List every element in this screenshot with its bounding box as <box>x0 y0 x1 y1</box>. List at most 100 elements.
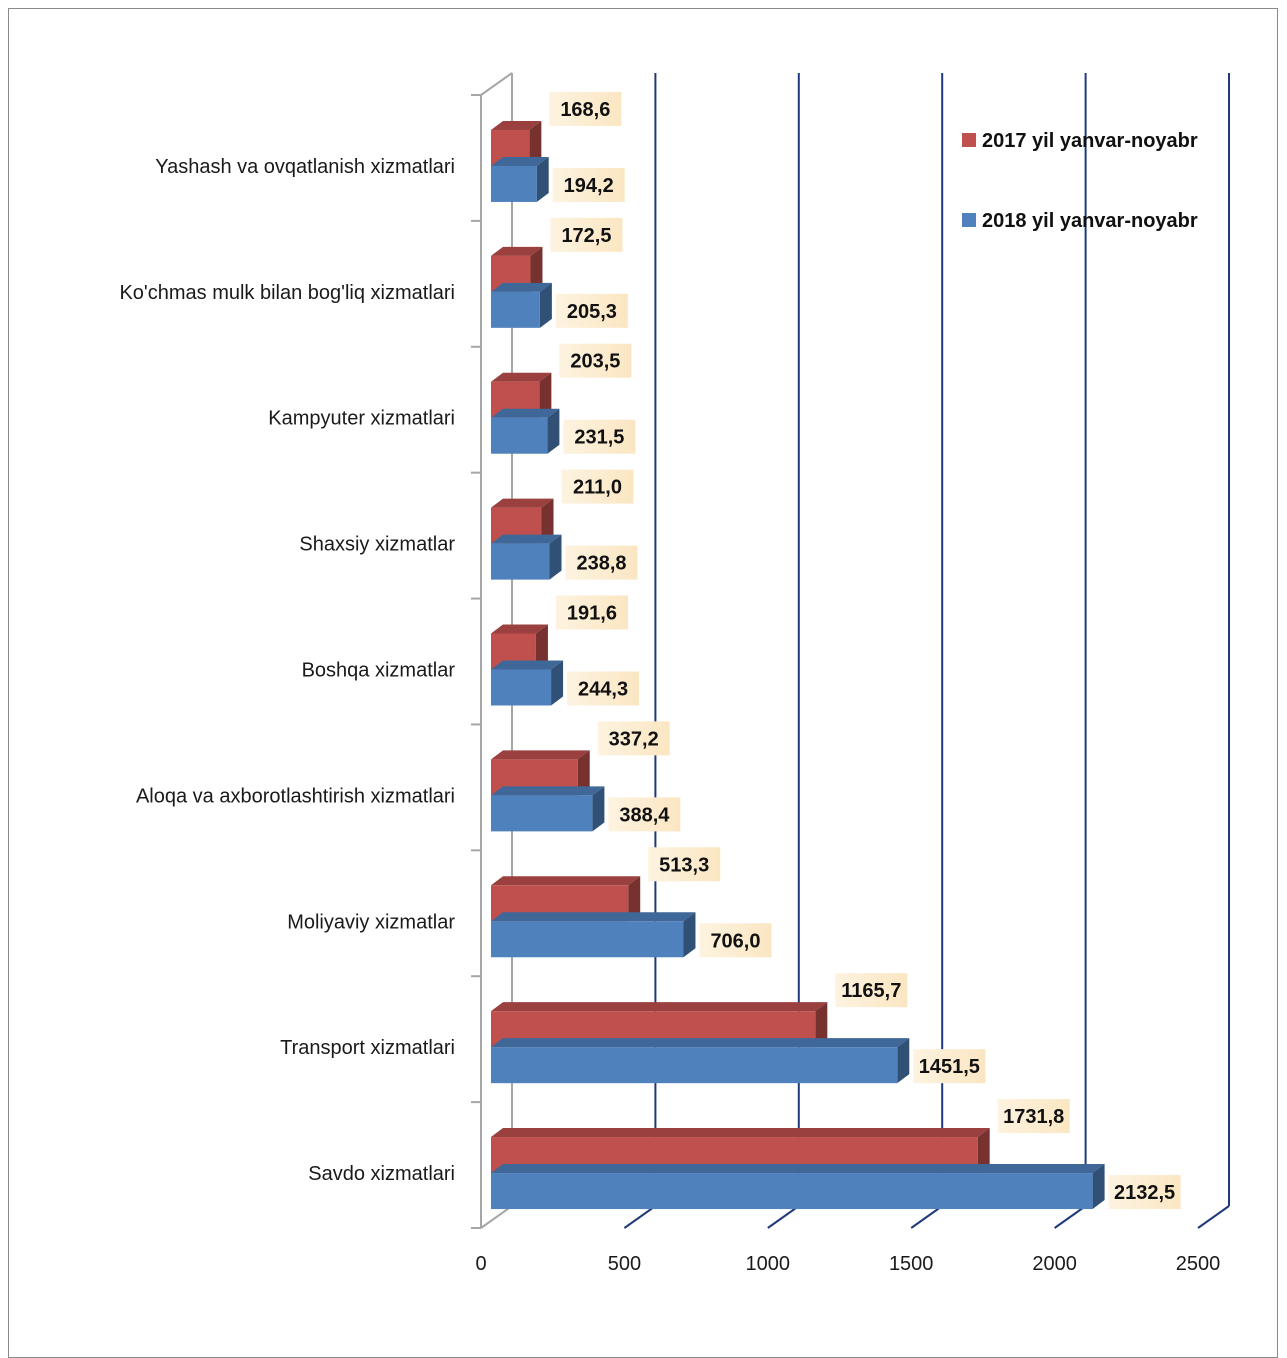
bar-top-face <box>491 120 542 130</box>
bar-side-face <box>628 876 641 922</box>
bar-side-face <box>815 1002 828 1048</box>
bar-top-face <box>491 660 564 670</box>
bar-side-face <box>539 372 552 418</box>
bar-top-face <box>491 1002 828 1012</box>
x-tick-labels: 0 500 1000 1500 2000 2500 <box>475 1253 1220 1275</box>
bar-side-face <box>535 624 548 670</box>
x-tick-label: 1500 <box>889 1253 934 1275</box>
legend-swatch <box>962 213 976 227</box>
category-label: Boshqa xizmatlar <box>302 660 456 682</box>
data-label: 211,0 <box>573 477 622 499</box>
category-label: Ko'chmas mulk bilan bog'liq xizmatlari <box>119 282 455 304</box>
bar <box>491 1164 1105 1210</box>
bar <box>491 912 696 958</box>
bar-side-face <box>530 246 543 292</box>
floor-gridline <box>1054 1205 1087 1229</box>
data-labels: 168,6 194,2 172,5 205,3 203,5 231,5 211,0 238,8… <box>549 91 1181 1210</box>
data-label-box <box>555 293 628 328</box>
category-label: Kampyuter xizmatlari <box>268 408 455 430</box>
x-tick-label: 0 <box>475 1253 486 1275</box>
bar-top-face <box>491 786 605 796</box>
data-label-box <box>835 973 908 1008</box>
bar-top-face <box>491 912 696 922</box>
category-label: Aloqa va axborotlashtirish xizmatlari <box>136 785 455 807</box>
bar-side-face <box>592 786 605 832</box>
bar-top-face <box>491 282 552 292</box>
data-label-box <box>567 671 640 706</box>
bar-top-face <box>491 534 562 544</box>
data-label-box <box>608 797 681 832</box>
data-label: 1451,5 <box>919 1056 980 1078</box>
data-label: 194,2 <box>564 175 614 197</box>
bar-front-face <box>491 165 537 202</box>
x-tick-label: 2500 <box>1176 1253 1221 1275</box>
bar-front-face <box>491 669 552 706</box>
bar-side-face <box>536 156 549 202</box>
bar <box>491 534 562 580</box>
data-label: 513,3 <box>659 854 709 876</box>
bar-side-face <box>551 660 564 706</box>
data-label-box <box>997 1099 1070 1134</box>
x-tick-label: 500 <box>608 1253 641 1275</box>
data-label-box <box>1108 1175 1181 1210</box>
data-label-box <box>648 847 721 882</box>
bar-front-face <box>491 543 550 580</box>
data-label: 1731,8 <box>1003 1106 1064 1128</box>
bar-top-face <box>491 408 560 418</box>
data-label: 244,3 <box>578 679 628 701</box>
category-label: Transport xizmatlari <box>280 1037 455 1059</box>
bar-top-face <box>491 498 554 508</box>
floor-gridline <box>910 1205 943 1229</box>
bar-front-face <box>491 417 548 454</box>
bar-front-face <box>491 921 684 958</box>
category-label: Savdo xizmatlari <box>308 1163 455 1185</box>
category-label: Yashash va ovqatlanish xizmatlari <box>155 156 455 178</box>
data-label-box <box>559 343 632 378</box>
bars <box>491 120 1105 1210</box>
data-label: 388,4 <box>619 804 670 826</box>
bar <box>491 1038 910 1084</box>
legend-swatch <box>962 133 976 147</box>
bar-side-face <box>549 534 562 580</box>
data-label: 191,6 <box>567 603 617 625</box>
bar-top-face <box>491 624 548 634</box>
data-label: 203,5 <box>570 351 620 373</box>
bar-side-face <box>977 1128 990 1174</box>
bar-side-face <box>541 498 554 544</box>
bar-side-face <box>577 750 590 796</box>
bar-top-face <box>491 1038 910 1048</box>
bar-front-face <box>491 291 540 328</box>
bar-side-face <box>683 912 696 958</box>
bar-top-face <box>491 156 549 166</box>
bar-front-face <box>491 1173 1093 1210</box>
data-label: 706,0 <box>710 930 760 952</box>
data-label-box <box>549 91 622 126</box>
floor-gridline <box>767 1205 800 1229</box>
category-label: Moliyaviy xizmatlar <box>287 911 455 933</box>
data-label-box <box>561 469 634 504</box>
data-label-box <box>565 545 638 580</box>
legend: 2017 yil yanvar-noyabr 2018 yil yanvar-no… <box>962 130 1198 232</box>
legend-label: 2018 yil yanvar-noyabr <box>982 210 1198 232</box>
bar-front-face <box>491 1047 898 1084</box>
bar-top-face <box>491 1128 990 1138</box>
data-label: 2132,5 <box>1114 1182 1175 1204</box>
data-label: 1165,7 <box>841 980 901 1002</box>
data-label: 337,2 <box>609 728 659 750</box>
data-label-box <box>699 923 772 958</box>
bar-side-face <box>897 1038 910 1084</box>
data-label-box <box>563 419 636 454</box>
data-label: 168,6 <box>560 99 610 121</box>
top-edge <box>480 72 513 96</box>
data-label-box <box>552 167 625 202</box>
bar-side-face <box>547 408 560 454</box>
bar-front-face <box>491 795 593 832</box>
x-tick-label: 2000 <box>1032 1253 1077 1275</box>
bar-top-face <box>491 750 590 760</box>
data-label-box <box>913 1049 986 1084</box>
floor-gridline <box>623 1205 656 1229</box>
category-labels: Yashash va ovqatlanish xizmatlari Ko'chma… <box>119 156 455 1185</box>
floor-gridline <box>480 1205 513 1229</box>
bar <box>491 156 549 202</box>
